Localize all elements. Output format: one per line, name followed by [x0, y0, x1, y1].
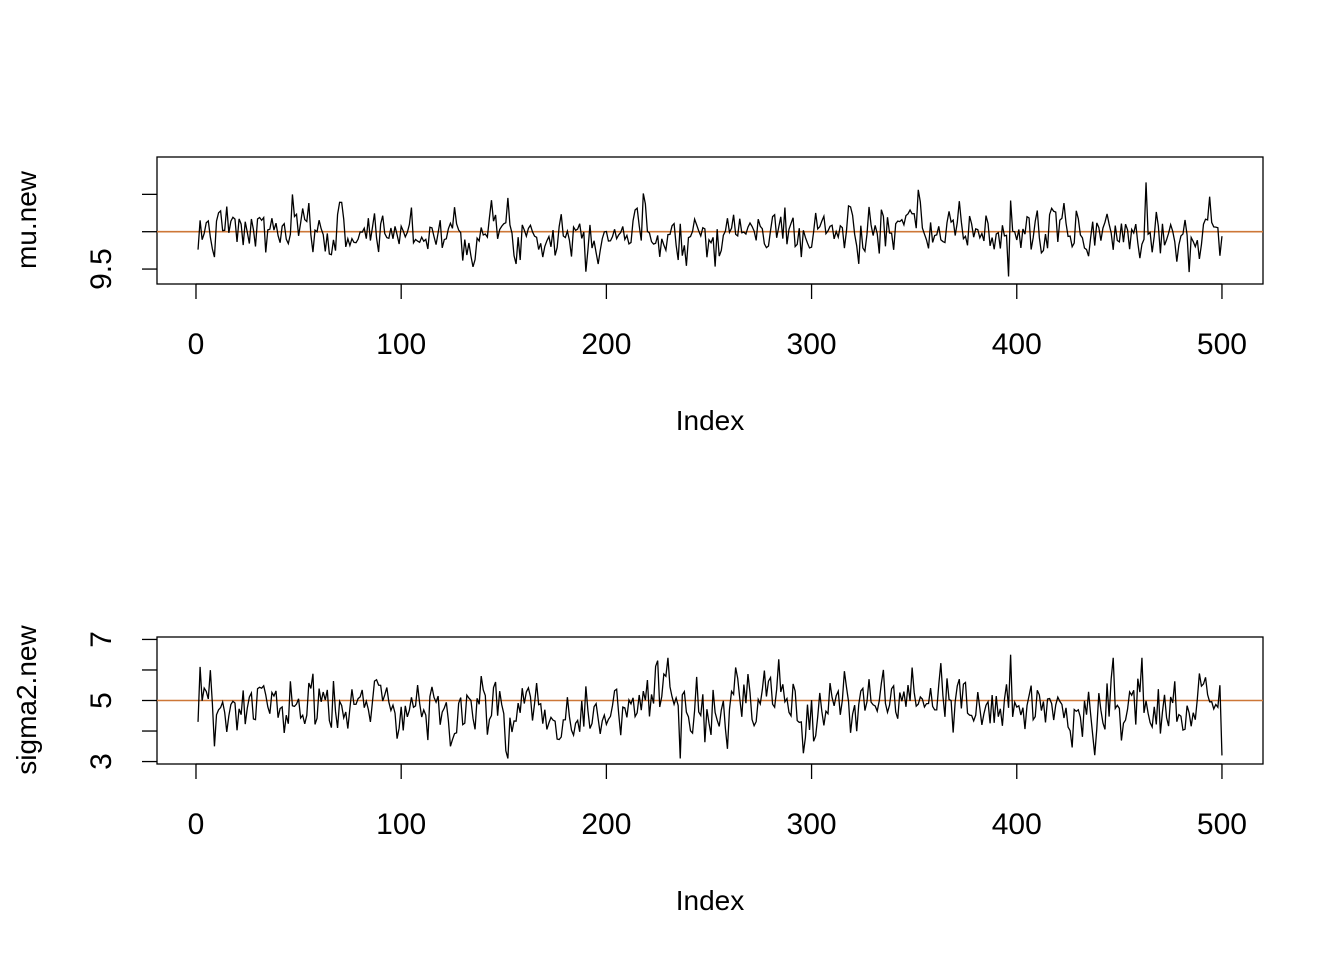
sigma2-y-axis-label: sigma2.new: [11, 625, 42, 775]
sigma2-trace-line: [197, 654, 1223, 759]
x-tick-label: 200: [581, 328, 631, 361]
x-tick-label: 500: [1197, 328, 1247, 361]
mu-trace-line: [197, 182, 1223, 277]
mu-y-ticks: 9.5: [85, 193, 157, 290]
x-tick-label: 300: [787, 328, 837, 361]
y-tick-label: 7: [85, 631, 118, 648]
mu-panel: 0 100 200 300 400 500 9.5 Index mu.new: [11, 156, 1264, 436]
y-tick-label: 3: [85, 753, 118, 770]
mu-y-axis-label: mu.new: [11, 170, 42, 269]
sigma2-x-ticks: 0 100 200 300 400 500: [188, 763, 1247, 841]
x-tick-label: 0: [188, 808, 205, 841]
x-tick-label: 100: [376, 808, 426, 841]
x-tick-label: 400: [992, 808, 1042, 841]
sigma2-panel: 0 100 200 300 400 500 3 5 7 Index sigma2.new: [11, 625, 1264, 916]
x-tick-label: 100: [376, 328, 426, 361]
sigma2-y-ticks: 3 5 7: [85, 631, 157, 770]
x-tick-label: 300: [787, 808, 837, 841]
x-tick-label: 0: [188, 328, 205, 361]
mu-x-axis-label: Index: [676, 405, 745, 436]
x-tick-label: 500: [1197, 808, 1247, 841]
x-tick-label: 200: [581, 808, 631, 841]
sigma2-x-axis-label: Index: [676, 885, 745, 916]
x-tick-label: 400: [992, 328, 1042, 361]
y-tick-label: 9.5: [85, 248, 118, 290]
y-tick-label: 5: [85, 692, 118, 709]
mu-x-ticks: 0 100 200 300 400 500: [188, 283, 1247, 361]
